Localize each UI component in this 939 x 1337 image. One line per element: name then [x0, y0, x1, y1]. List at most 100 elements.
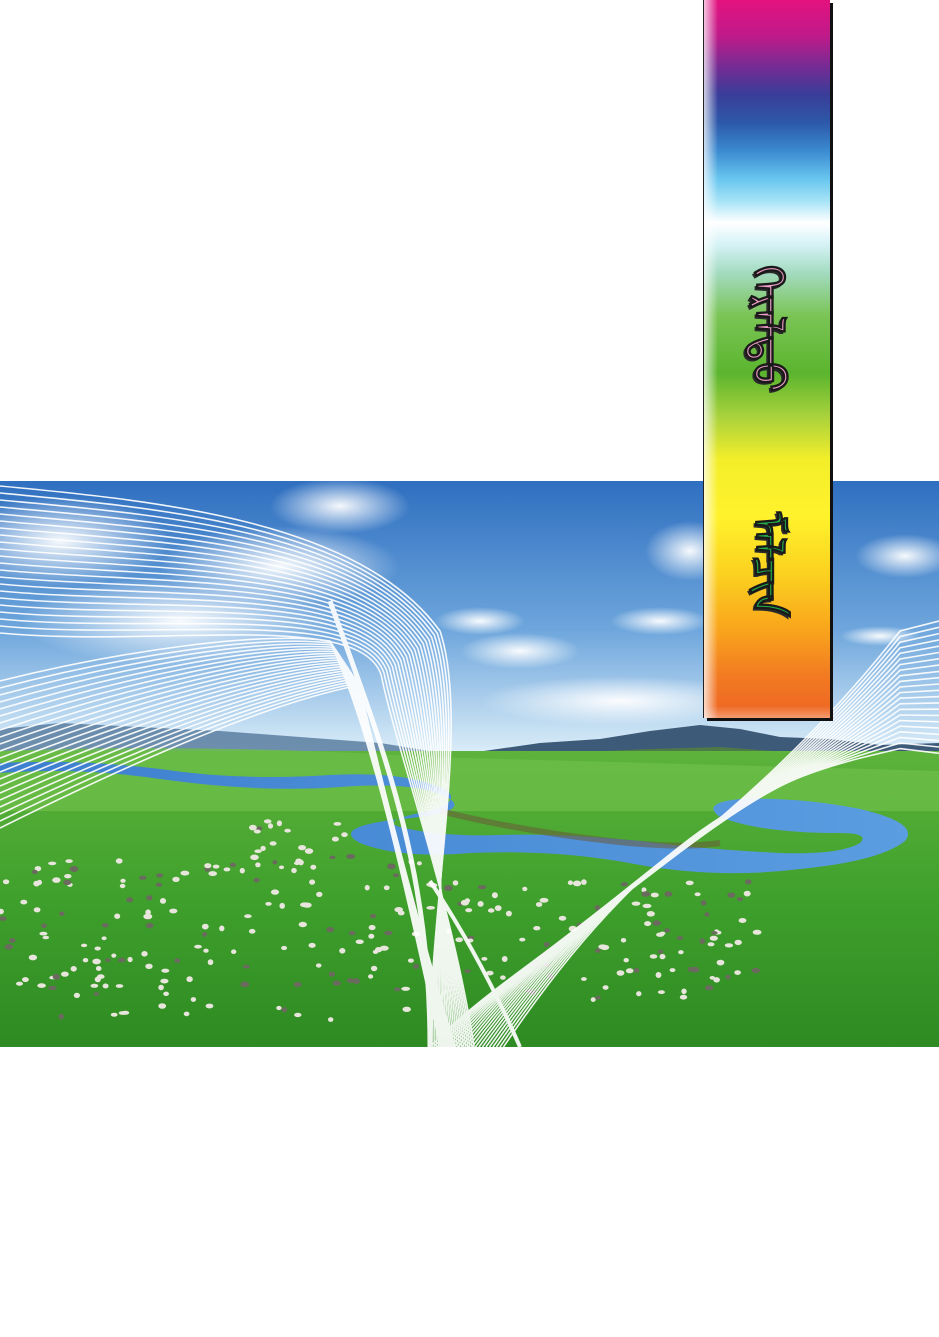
- sheep: [260, 845, 266, 851]
- sheep: [294, 1012, 302, 1018]
- sheep: [163, 991, 170, 996]
- sheep: [2, 879, 10, 885]
- title-banner: ᠭᠡᠷᠡᠯᠲᠦ ᠮᠠᠯᠴᠢᠨ: [704, 0, 830, 718]
- sheep: [620, 882, 628, 887]
- sheep: [249, 824, 257, 831]
- sheep: [61, 971, 69, 977]
- sheep: [65, 859, 73, 863]
- sheep: [465, 908, 473, 913]
- sheep: [657, 990, 665, 994]
- sheep: [250, 854, 259, 861]
- sheep: [37, 983, 46, 988]
- sheep: [678, 950, 684, 955]
- sheep: [455, 937, 464, 943]
- sheep: [328, 971, 335, 977]
- sheep: [636, 991, 642, 997]
- sheep: [95, 966, 102, 971]
- sheep: [138, 875, 147, 880]
- sheep: [90, 983, 99, 988]
- sheep: [160, 978, 169, 984]
- sheep: [368, 933, 375, 939]
- sheep: [118, 957, 126, 963]
- sheep: [705, 985, 714, 991]
- sheep: [664, 891, 673, 897]
- sheep: [535, 902, 543, 907]
- sheep: [39, 931, 48, 936]
- sheep: [623, 958, 629, 963]
- sheep: [370, 914, 377, 919]
- sheep: [383, 885, 390, 891]
- sheep: [581, 879, 587, 885]
- sheep: [581, 977, 587, 981]
- sheep: [0, 908, 4, 915]
- sheep: [204, 863, 212, 869]
- sheep: [97, 974, 105, 979]
- sheep: [452, 880, 459, 886]
- sheep: [346, 854, 356, 859]
- sheep: [694, 892, 701, 897]
- sheep: [481, 957, 488, 961]
- sheep: [644, 921, 652, 927]
- sheep: [190, 997, 197, 1002]
- sheep: [707, 942, 715, 947]
- sheep: [725, 974, 731, 980]
- sheep: [713, 977, 720, 983]
- title-line-2: ᠮᠠᠯᠴᠢᠨ: [742, 511, 794, 617]
- sheep: [368, 924, 376, 931]
- sheep: [265, 902, 272, 906]
- sheep: [711, 931, 718, 935]
- sheep: [522, 886, 528, 892]
- sheep: [394, 907, 404, 913]
- sheep: [180, 870, 190, 876]
- sheep: [244, 914, 252, 919]
- sheep: [114, 913, 121, 919]
- sheep: [203, 948, 209, 953]
- sheep: [633, 967, 640, 973]
- sheep: [600, 944, 610, 951]
- sheep: [158, 1003, 167, 1009]
- sheep: [281, 945, 288, 951]
- sheep: [646, 911, 655, 917]
- sheep: [159, 898, 167, 904]
- sheep: [145, 922, 154, 929]
- sheep: [253, 829, 261, 834]
- sheep: [34, 866, 42, 872]
- sheep: [620, 938, 627, 943]
- sheep: [0, 916, 7, 921]
- sheep: [115, 858, 123, 864]
- sheep: [4, 944, 13, 950]
- sheep: [716, 959, 725, 966]
- sheep: [346, 978, 355, 983]
- sheep: [169, 908, 178, 914]
- sheep: [276, 1005, 282, 1011]
- sheep: [155, 882, 163, 887]
- sheep: [751, 967, 761, 974]
- sheep: [231, 949, 237, 954]
- sheep: [183, 1011, 190, 1017]
- sheep: [533, 926, 541, 931]
- sheep: [161, 968, 170, 973]
- sheep: [63, 879, 72, 885]
- sheep: [348, 931, 356, 936]
- sheep: [120, 878, 126, 883]
- sheep: [500, 975, 506, 980]
- sheep: [276, 820, 282, 827]
- sheep: [688, 966, 694, 972]
- sheep: [239, 867, 245, 874]
- sheep: [248, 928, 256, 934]
- rainbow-gradient-bar: [704, 0, 830, 718]
- sheep: [59, 911, 65, 916]
- sheep: [370, 965, 378, 972]
- sheep: [416, 861, 422, 866]
- sheep: [659, 953, 666, 960]
- sheep: [339, 948, 346, 954]
- sheep: [279, 902, 286, 909]
- sheep: [92, 958, 101, 965]
- sheep: [543, 942, 550, 947]
- sheep: [402, 1006, 411, 1012]
- sheep: [278, 865, 285, 870]
- sheep: [81, 943, 88, 948]
- sheep: [298, 845, 307, 851]
- sheep: [477, 885, 487, 890]
- sheep: [368, 974, 374, 979]
